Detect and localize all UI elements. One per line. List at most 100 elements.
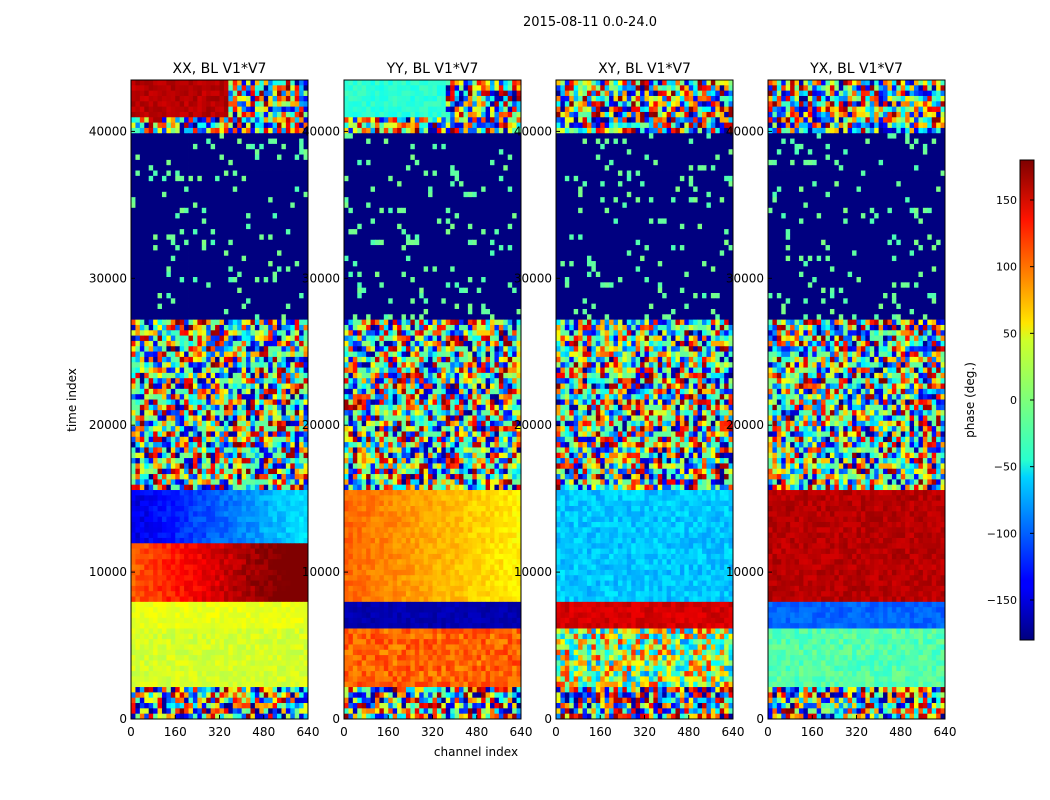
heat-cell bbox=[299, 325, 304, 331]
heat-cell bbox=[220, 378, 225, 384]
heat-cell bbox=[215, 155, 220, 161]
heat-cell bbox=[264, 320, 269, 326]
heat-cell bbox=[202, 176, 207, 182]
heat-cell bbox=[189, 117, 194, 123]
heat-cell bbox=[295, 453, 300, 459]
heat-cell bbox=[215, 687, 220, 693]
heat-cell bbox=[153, 336, 158, 342]
heat-cell bbox=[166, 501, 171, 507]
heat-cell bbox=[140, 581, 145, 587]
heat-cell bbox=[131, 314, 136, 320]
heat-cell bbox=[158, 687, 163, 693]
heat-cell bbox=[233, 389, 238, 395]
heat-cell bbox=[437, 80, 442, 86]
heat-cell bbox=[286, 447, 291, 453]
heat-cell bbox=[268, 682, 273, 688]
heat-cell bbox=[158, 692, 163, 698]
heat-cell bbox=[281, 218, 286, 224]
heat-cell bbox=[250, 437, 255, 443]
heat-cell bbox=[246, 527, 251, 533]
heat-cell bbox=[250, 240, 255, 246]
heat-cell bbox=[273, 149, 278, 155]
heat-cell bbox=[250, 421, 255, 427]
heat-cell bbox=[242, 474, 247, 480]
heat-cell bbox=[290, 176, 295, 182]
heat-cell bbox=[250, 650, 255, 656]
heat-cell bbox=[131, 133, 136, 139]
heat-cell bbox=[220, 277, 225, 283]
heat-cell bbox=[268, 565, 273, 571]
heat-cell bbox=[277, 96, 282, 102]
heat-cell bbox=[166, 298, 171, 304]
heat-cell bbox=[153, 517, 158, 523]
heat-cell bbox=[463, 91, 468, 97]
heat-cell bbox=[211, 602, 216, 608]
heat-cell bbox=[255, 511, 260, 517]
heat-cell bbox=[206, 458, 211, 464]
heat-cell bbox=[277, 389, 282, 395]
heat-cell bbox=[153, 91, 158, 97]
heat-cell bbox=[158, 431, 163, 437]
heat-cell bbox=[206, 607, 211, 613]
heat-cell bbox=[246, 197, 251, 203]
heat-cell bbox=[171, 660, 176, 666]
heat-cell bbox=[189, 384, 194, 390]
heat-cell bbox=[202, 298, 207, 304]
heat-cell bbox=[197, 341, 202, 347]
heat-cell bbox=[268, 666, 273, 672]
heat-cell bbox=[144, 139, 149, 145]
heat-cell bbox=[149, 234, 154, 240]
heat-cell bbox=[211, 628, 216, 634]
heat-cell bbox=[162, 96, 167, 102]
heat-cell bbox=[131, 431, 136, 437]
heat-cell bbox=[175, 346, 180, 352]
heat-cell bbox=[259, 655, 264, 661]
heat-cell bbox=[246, 485, 251, 491]
heat-cell bbox=[295, 591, 300, 597]
heat-cell bbox=[131, 527, 136, 533]
heat-cell bbox=[268, 234, 273, 240]
heat-cell bbox=[144, 458, 149, 464]
heat-cell bbox=[206, 256, 211, 262]
heat-cell bbox=[259, 330, 264, 336]
heat-cell bbox=[189, 165, 194, 171]
heat-cell bbox=[290, 107, 295, 113]
heat-cell bbox=[144, 149, 149, 155]
heat-cell bbox=[158, 336, 163, 342]
heat-cell bbox=[264, 144, 269, 150]
heat-cell bbox=[184, 123, 189, 129]
heat-cell bbox=[189, 501, 194, 507]
heat-cell bbox=[202, 490, 207, 496]
heat-cell bbox=[255, 357, 260, 363]
heat-cell bbox=[166, 549, 171, 555]
heat-cell bbox=[281, 325, 286, 331]
heat-cell bbox=[131, 405, 136, 411]
heat-cell bbox=[259, 197, 264, 203]
heat-cell bbox=[158, 256, 163, 262]
heat-cell bbox=[295, 692, 300, 698]
heat-cell bbox=[255, 117, 260, 123]
heat-cell bbox=[171, 314, 176, 320]
heat-cell bbox=[184, 469, 189, 475]
heat-cell bbox=[158, 346, 163, 352]
heat-cell bbox=[250, 314, 255, 320]
heat-cell bbox=[189, 218, 194, 224]
heat-cell bbox=[197, 133, 202, 139]
heat-cell bbox=[197, 687, 202, 693]
heat-cell bbox=[215, 628, 220, 634]
heat-cell bbox=[268, 485, 273, 491]
heat-cell bbox=[295, 213, 300, 219]
heat-cell bbox=[189, 229, 194, 235]
heat-cell bbox=[228, 133, 233, 139]
heat-cell bbox=[295, 405, 300, 411]
heat-cell bbox=[220, 549, 225, 555]
heat-cell bbox=[149, 325, 154, 331]
heat-cell bbox=[233, 597, 238, 603]
heat-cell bbox=[366, 91, 371, 97]
heat-cell bbox=[237, 469, 242, 475]
heat-cell bbox=[206, 575, 211, 581]
heat-cell bbox=[153, 165, 158, 171]
heat-cell bbox=[268, 314, 273, 320]
heat-cell bbox=[397, 85, 402, 91]
heat-cell bbox=[206, 506, 211, 512]
